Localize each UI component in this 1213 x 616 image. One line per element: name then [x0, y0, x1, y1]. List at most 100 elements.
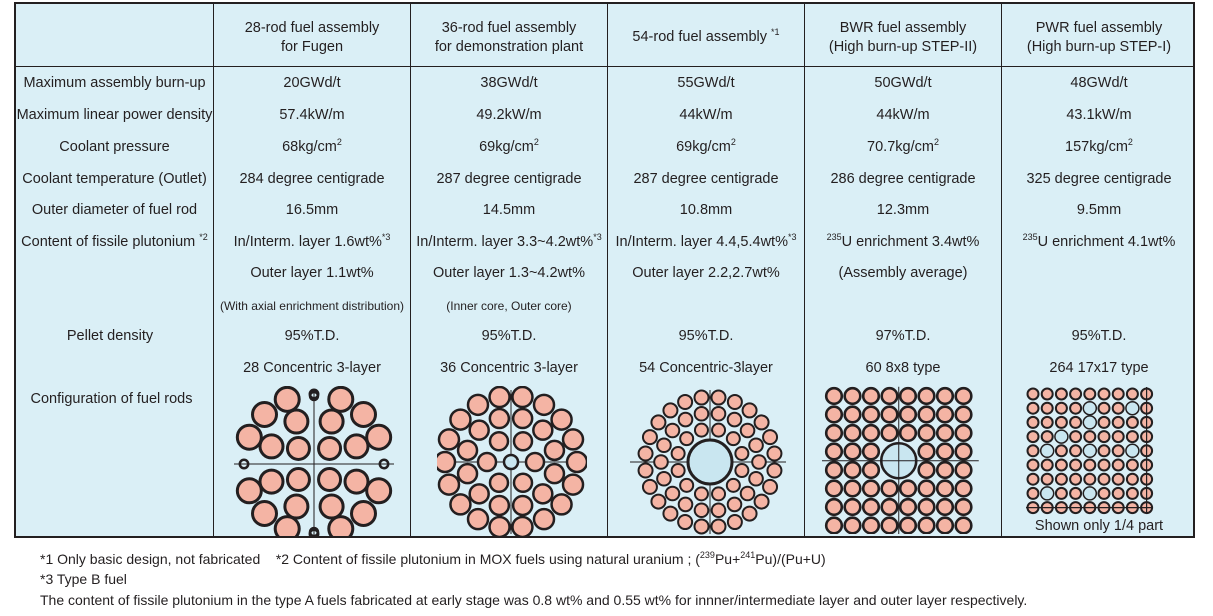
fuel-rod: [898, 497, 918, 517]
fuel-rod-diagram-36rod: [437, 386, 587, 536]
footnote-1-2: *1 Only basic design, not fabricated *2 …: [40, 550, 826, 568]
fuel-rod: [488, 472, 510, 494]
value-plutonium-inner-36rod: In/Interm. layer 3.3~4.2wt%*3: [416, 232, 602, 251]
fuel-rod: [693, 502, 710, 519]
fuel-rod: [917, 516, 936, 534]
value-linear-power-54rod: 44kW/m: [679, 107, 733, 123]
guide-tube: [1082, 400, 1098, 416]
fuel-rod: [1026, 458, 1040, 472]
fuel-rod: [751, 454, 767, 470]
value-temperature-28rod: 284 degree centigrade: [239, 171, 385, 187]
fuel-rod: [1111, 486, 1125, 500]
fuel-rod: [437, 428, 461, 451]
fuel-rod: [1069, 415, 1083, 429]
fuel-rod: [1054, 458, 1068, 472]
fuel-rod: [251, 499, 279, 527]
fuel-rod: [664, 485, 681, 502]
water-rod: [378, 458, 390, 470]
column-header-54rod: 54-rod fuel assembly *1: [632, 27, 780, 46]
fuel-rod: [1097, 486, 1111, 500]
fuel-rod: [349, 401, 377, 429]
value-burnup-54rod: 55GWd/t: [677, 75, 735, 91]
fuel-rod: [1069, 486, 1083, 500]
fuel-rod: [1097, 430, 1111, 444]
fuel-rod: [917, 386, 936, 406]
fuel-rod: [456, 462, 479, 485]
value-enrichment-pwr: 235U enrichment 4.1wt%: [1022, 232, 1176, 251]
row-label-diameter: Outer diameter of fuel rod: [31, 202, 198, 218]
fuel-rod: [524, 451, 546, 473]
column-header-bwr: BWR fuel assembly (High burn-up STEP-II): [828, 20, 978, 55]
fuel-rod: [1111, 444, 1125, 458]
fuel-rod: [670, 445, 686, 461]
fuel-rod: [1097, 472, 1111, 486]
value-linear-power-pwr: 43.1kW/m: [1066, 107, 1132, 123]
value-config-bwr: 60 8x8 type: [865, 360, 941, 376]
fuel-rod: [1111, 401, 1125, 415]
value-plutonium-outer-54rod: Outer layer 2.2,2.7wt%: [632, 265, 780, 281]
value-pellet-bwr: 97%T.D.: [875, 328, 931, 344]
fuel-rod: [318, 493, 345, 520]
fuel-rod: [734, 445, 750, 461]
fuel-rod: [917, 460, 936, 480]
value-plutonium-note-28rod: (With axial enrichment distribution): [219, 299, 405, 313]
value-plutonium-inner-54rod: In/Interm. layer 4.4,5.4wt%*3: [615, 232, 797, 251]
fuel-rod: [543, 439, 566, 462]
fuel-rod: [283, 408, 310, 435]
fuel-rod: [488, 407, 511, 430]
value-pressure-pwr: 157kg/cm2: [1065, 137, 1133, 156]
footnote-type-a: The content of fissile plutonium in the …: [40, 592, 1028, 608]
fuel-rod: [1054, 387, 1068, 401]
fuel-rod: [670, 463, 686, 479]
fuel-rod: [843, 405, 862, 424]
fuel-rod: [734, 463, 750, 479]
fuel-rod: [1040, 387, 1054, 401]
fuel-rod: [693, 422, 709, 438]
fuel-rod: [561, 428, 585, 451]
guide-tube: [1082, 443, 1098, 459]
fuel-rod: [677, 496, 694, 513]
fuel-rod: [861, 386, 881, 406]
fuel-rod: [898, 386, 918, 406]
fuel-rod: [935, 479, 955, 498]
fuel-rod: [677, 393, 694, 410]
fuel-rod-diagram-54rod: [630, 389, 786, 535]
value-config-28rod: 28 Concentric 3-layer: [243, 360, 381, 376]
fuel-rod: [1097, 401, 1111, 415]
fuel-rod: [748, 437, 764, 454]
fuel-rod: [466, 507, 490, 531]
fuel-rod: [1026, 444, 1040, 458]
column-header-pwr: PWR fuel assembly (High burn-up STEP-I): [1026, 20, 1172, 55]
fuel-assembly-table: 28-rod fuel assembly for Fugen 36-rod fue…: [14, 2, 1195, 538]
fuel-rod: [437, 450, 457, 474]
fuel-rod: [318, 408, 345, 435]
fuel-rod: [725, 431, 741, 447]
value-pressure-36rod: 69kg/cm2: [479, 137, 539, 156]
fuel-rod: [1125, 387, 1139, 401]
fuel-rod: [285, 467, 311, 493]
fuel-rod: [1125, 472, 1139, 486]
guide-tube: [1039, 486, 1055, 501]
fuel-rod: [954, 497, 973, 517]
fuel-rod: [650, 414, 667, 431]
fuel-rod: [917, 497, 936, 517]
fuel-rod: [880, 386, 899, 406]
fuel-rod: [753, 414, 770, 431]
value-enrichment-note-bwr: (Assembly average): [838, 265, 968, 281]
fuel-rod: [693, 405, 710, 422]
fuel-rod: [861, 442, 881, 461]
fuel-rod: [762, 478, 779, 495]
fuel-rod: [693, 486, 709, 502]
fuel-rod: [1054, 486, 1068, 500]
value-temperature-bwr: 286 degree centigrade: [830, 171, 976, 187]
value-burnup-28rod: 20GWd/t: [283, 75, 341, 91]
fuel-rod: [1026, 430, 1040, 444]
fuel-rod: [898, 405, 918, 424]
guide-tube: [1125, 400, 1140, 416]
fuel-rod: [1069, 387, 1083, 401]
water-rod: [308, 390, 320, 402]
fuel-rod-diagram-28rod: [234, 386, 394, 536]
value-temperature-36rod: 287 degree centigrade: [436, 171, 582, 187]
fuel-rod: [753, 493, 770, 510]
row-label-temperature: Coolant temperature (Outlet): [22, 171, 207, 187]
